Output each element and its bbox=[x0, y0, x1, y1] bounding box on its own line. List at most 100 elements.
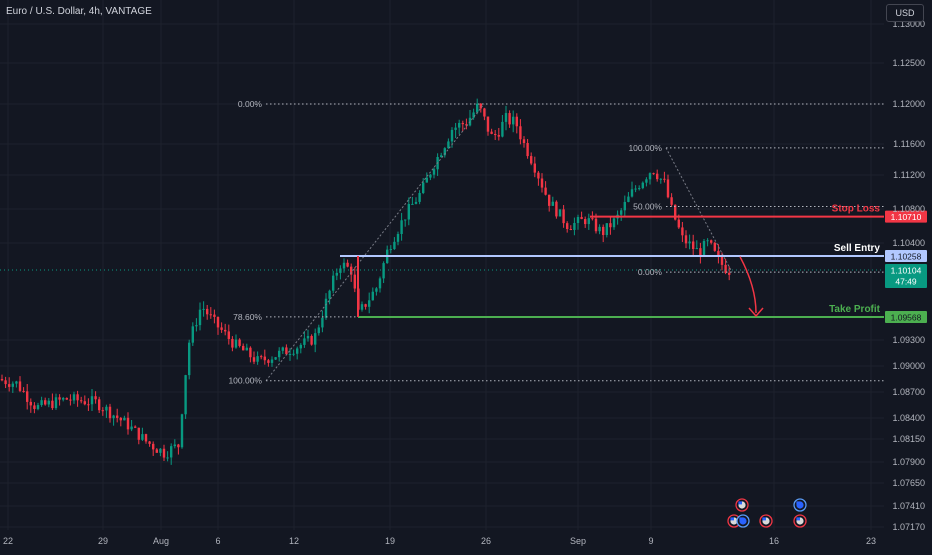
candle-body bbox=[465, 124, 468, 126]
event-marker-icon[interactable] bbox=[793, 498, 807, 512]
candle-body bbox=[584, 219, 587, 225]
candle-body bbox=[260, 356, 263, 358]
candle-body bbox=[641, 182, 644, 189]
event-marker-icon[interactable] bbox=[735, 498, 749, 512]
candle-body bbox=[645, 179, 648, 183]
candle-body bbox=[396, 234, 400, 242]
candle-body bbox=[8, 384, 11, 387]
candle-body bbox=[18, 381, 22, 391]
candle-body bbox=[544, 187, 547, 195]
candle-body bbox=[569, 229, 572, 231]
candle-body bbox=[407, 203, 410, 220]
price-badge-text: 1.10710 bbox=[891, 212, 922, 222]
candle-body bbox=[400, 220, 403, 235]
candle-body bbox=[497, 135, 500, 137]
candle-body bbox=[62, 398, 65, 400]
event-marker-icon[interactable] bbox=[793, 514, 807, 528]
y-tick-label: 1.13000 bbox=[892, 19, 925, 29]
candle-body bbox=[454, 127, 457, 130]
event-marker-icon[interactable] bbox=[736, 514, 750, 528]
candle-body bbox=[425, 177, 428, 183]
candle-body bbox=[674, 204, 677, 220]
level-label: Stop Loss bbox=[832, 204, 881, 215]
candle-body bbox=[368, 300, 371, 307]
candle-body bbox=[144, 434, 148, 442]
candle-body bbox=[332, 275, 335, 291]
candle-body bbox=[213, 314, 216, 317]
candle-body bbox=[638, 188, 641, 190]
fib-level-label: 100.00% bbox=[228, 376, 262, 386]
candle-body bbox=[666, 179, 670, 198]
x-tick-label: 12 bbox=[289, 536, 299, 546]
candle-body bbox=[11, 383, 14, 387]
currency-button[interactable]: USD bbox=[886, 4, 924, 22]
candle-body bbox=[627, 196, 630, 202]
x-tick-label: 26 bbox=[481, 536, 491, 546]
candle-body bbox=[350, 266, 353, 275]
y-tick-label: 1.07410 bbox=[892, 501, 925, 511]
y-tick-label: 1.12000 bbox=[892, 99, 925, 109]
chart-title: Euro / U.S. Dollar, 4h, VANTAGE bbox=[6, 6, 152, 17]
candle-body bbox=[306, 335, 310, 339]
candle-body bbox=[112, 415, 115, 419]
candle-body bbox=[72, 394, 76, 401]
y-tick-label: 1.08150 bbox=[892, 434, 925, 444]
candle-body bbox=[602, 226, 605, 236]
candle-body bbox=[299, 344, 302, 349]
fib-level-label: 0.00% bbox=[638, 267, 663, 277]
candle-body bbox=[512, 116, 515, 125]
candle-body bbox=[422, 182, 425, 193]
candle-body bbox=[443, 148, 446, 156]
candle-body bbox=[656, 173, 659, 180]
candle-body bbox=[130, 426, 133, 430]
candle-body bbox=[98, 399, 101, 411]
candle-body bbox=[29, 401, 32, 406]
candle-body bbox=[530, 156, 533, 164]
candle-body bbox=[404, 219, 407, 221]
candle-body bbox=[123, 417, 126, 421]
candle-body bbox=[58, 397, 61, 400]
candle-body bbox=[587, 218, 590, 225]
candle-body bbox=[414, 201, 418, 204]
fib-level-label: 0.00% bbox=[238, 99, 263, 109]
trade-levels: Stop Loss 1.10710 Sell Entry 1.10258 Take Pr… bbox=[0, 204, 927, 323]
candle-body bbox=[458, 122, 461, 128]
candle-body bbox=[65, 398, 68, 400]
candle-body bbox=[440, 155, 443, 157]
event-marker-icon[interactable] bbox=[759, 514, 773, 528]
candle-body bbox=[501, 121, 504, 137]
candle-body bbox=[296, 348, 299, 354]
event-marker-flag-canton bbox=[739, 517, 743, 521]
candle-body bbox=[713, 242, 716, 251]
candle-body bbox=[504, 113, 508, 122]
event-marker-flag-canton bbox=[796, 501, 800, 505]
candle-body bbox=[598, 226, 601, 232]
x-tick-label: 16 bbox=[769, 536, 779, 546]
event-marker-icon[interactable] bbox=[727, 514, 741, 528]
candle-body bbox=[724, 264, 727, 273]
candle-body bbox=[699, 248, 702, 256]
candle-body bbox=[562, 209, 565, 224]
candle-body bbox=[576, 217, 580, 223]
candle-body bbox=[339, 268, 342, 273]
candle-body bbox=[630, 189, 634, 197]
fib-trend-line-lower bbox=[665, 147, 733, 273]
candle-body bbox=[558, 209, 562, 217]
candle-body bbox=[220, 327, 223, 330]
x-tick-label: Sep bbox=[570, 536, 586, 546]
x-tick-label: 6 bbox=[215, 536, 220, 546]
y-tick-label: 1.09000 bbox=[892, 361, 925, 371]
candle-body bbox=[490, 131, 493, 134]
candle-body bbox=[342, 262, 346, 269]
candle-body bbox=[303, 338, 306, 345]
candle-body bbox=[202, 308, 205, 310]
candle-body bbox=[288, 353, 292, 355]
candle-body bbox=[508, 113, 511, 125]
candle-body bbox=[83, 401, 86, 405]
y-tick-label: 1.12500 bbox=[892, 58, 925, 68]
event-marker-flag-canton bbox=[796, 517, 800, 521]
candle-body bbox=[728, 272, 731, 275]
candle-body bbox=[591, 218, 594, 220]
